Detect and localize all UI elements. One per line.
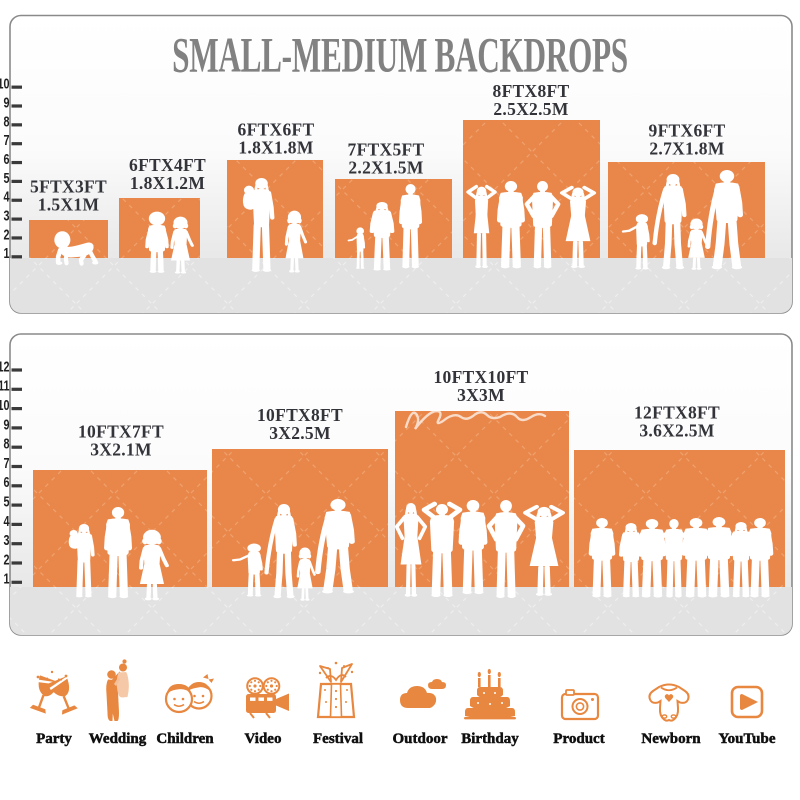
svg-text:2.2X1.5M: 2.2X1.5M xyxy=(348,158,423,178)
svg-text:10FTX8FT: 10FTX8FT xyxy=(257,405,343,425)
svg-text:6: 6 xyxy=(3,150,9,167)
svg-text:2.7X1.8M: 2.7X1.8M xyxy=(649,139,724,159)
svg-text:1.8X1.2M: 1.8X1.2M xyxy=(130,173,205,193)
svg-text:YouTube: YouTube xyxy=(719,731,776,747)
svg-text:9: 9 xyxy=(3,416,9,433)
svg-text:2: 2 xyxy=(3,551,9,568)
svg-text:10FTX10FT: 10FTX10FT xyxy=(433,367,528,387)
svg-text:9: 9 xyxy=(3,94,9,111)
svg-text:5: 5 xyxy=(3,169,9,186)
svg-text:4: 4 xyxy=(3,188,10,205)
svg-text:8: 8 xyxy=(3,112,9,129)
svg-text:Wedding: Wedding xyxy=(89,731,147,747)
svg-text:9FTX6FT: 9FTX6FT xyxy=(649,121,726,141)
svg-text:7FTX5FT: 7FTX5FT xyxy=(348,140,425,160)
svg-text:6FTX6FT: 6FTX6FT xyxy=(238,120,315,140)
svg-text:12FTX8FT: 12FTX8FT xyxy=(634,403,720,423)
svg-text:3X3M: 3X3M xyxy=(457,385,505,405)
svg-text:3: 3 xyxy=(3,531,9,548)
svg-text:11: 11 xyxy=(0,377,9,394)
svg-text:8FTX8FT: 8FTX8FT xyxy=(493,81,570,101)
svg-text:5FTX3FT: 5FTX3FT xyxy=(30,177,107,197)
svg-text:1.5X1M: 1.5X1M xyxy=(38,195,100,215)
svg-text:6FTX4FT: 6FTX4FT xyxy=(129,155,206,175)
svg-text:3X2.5M: 3X2.5M xyxy=(269,423,331,443)
svg-text:7: 7 xyxy=(3,131,9,148)
svg-text:10FTX7FT: 10FTX7FT xyxy=(78,422,164,442)
svg-text:2: 2 xyxy=(3,226,9,243)
svg-text:10: 10 xyxy=(0,396,10,413)
svg-text:3: 3 xyxy=(3,207,9,224)
svg-text:7: 7 xyxy=(3,454,9,471)
svg-text:Product: Product xyxy=(553,731,604,747)
svg-text:1: 1 xyxy=(3,244,9,261)
svg-text:SMALL-MEDIUM BACKDROPS: SMALL-MEDIUM BACKDROPS xyxy=(172,28,628,83)
svg-text:8: 8 xyxy=(3,435,9,452)
svg-text:Birthday: Birthday xyxy=(461,731,519,747)
svg-text:6: 6 xyxy=(3,473,9,490)
svg-text:2.5X2.5M: 2.5X2.5M xyxy=(493,99,568,119)
svg-text:Video: Video xyxy=(245,731,282,747)
svg-text:Newborn: Newborn xyxy=(641,731,701,747)
svg-text:Outdoor: Outdoor xyxy=(392,731,447,747)
svg-text:Children: Children xyxy=(156,731,214,747)
svg-text:1.8X1.8M: 1.8X1.8M xyxy=(238,138,313,158)
svg-text:Festival: Festival xyxy=(313,731,363,747)
svg-text:3.6X2.5M: 3.6X2.5M xyxy=(639,421,714,441)
svg-text:5: 5 xyxy=(3,493,9,510)
svg-text:Party: Party xyxy=(36,731,72,747)
svg-text:10: 10 xyxy=(0,75,10,92)
svg-text:12: 12 xyxy=(0,358,10,375)
svg-text:4: 4 xyxy=(3,512,10,529)
svg-text:3X2.1M: 3X2.1M xyxy=(90,440,152,460)
svg-text:1: 1 xyxy=(3,570,9,587)
